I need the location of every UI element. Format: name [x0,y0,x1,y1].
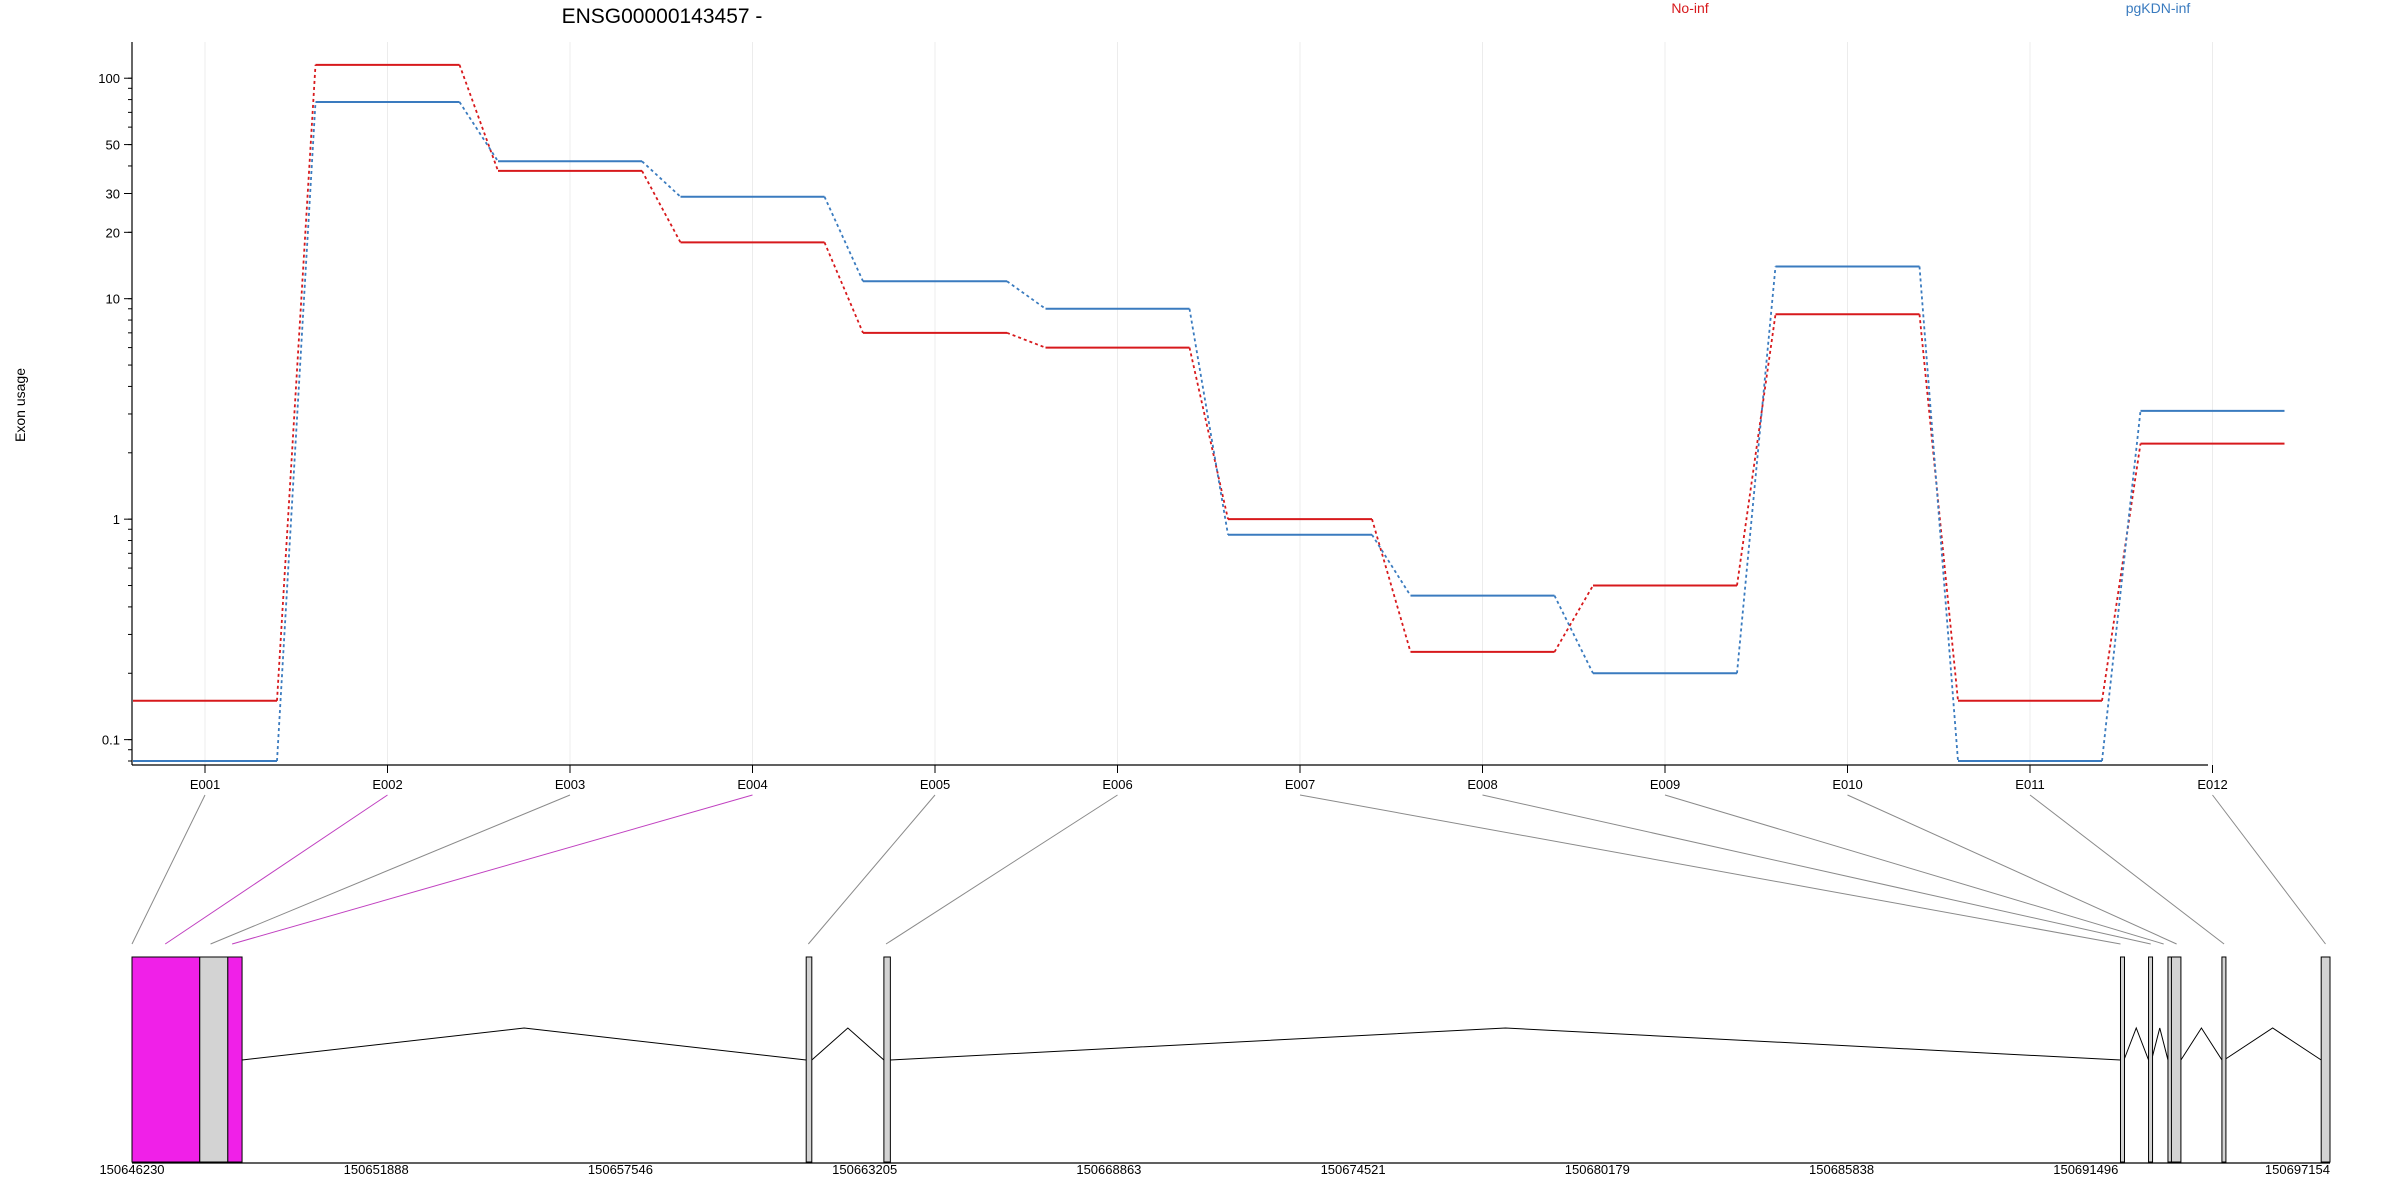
intron [890,1027,2121,1061]
exon-E006 [2119,956,2125,1163]
x-tick-label-E001: E001 [190,777,220,792]
x-axis: E001 E002 E003 E004 E005 E006 E007 E008 E009 E010… [132,764,2228,792]
y-tick-label: 20 [106,225,120,240]
series-link [1736,314,1777,586]
coordinate-label: 150651888 [344,1162,409,1177]
series-link [823,242,864,334]
series-link [1736,266,1777,674]
series-No-inf [133,63,2285,702]
series-link [641,160,682,198]
x-tick-label-E004: E004 [737,777,767,792]
connector-E005 [807,794,936,945]
y-tick-label: 100 [98,71,120,86]
x-tick-label-E005: E005 [920,777,950,792]
series-link [1918,266,1959,762]
connector-E002 [164,794,388,945]
exon-E007 [2148,956,2154,1163]
coordinate-label: 150657546 [588,1162,653,1177]
intron [2151,1027,2169,1061]
y-axis-label: Exon usage [12,368,28,442]
connector-E011 [2029,794,2225,945]
series-link [458,101,499,162]
connector-E012 [2212,794,2326,945]
series-link [1188,347,1229,520]
y-tick-label: 50 [106,138,120,153]
intron [2123,1026,2150,1061]
x-tick-label-E003: E003 [555,777,585,792]
connector-E008 [1482,794,2151,945]
y-tick-label: 10 [106,292,120,307]
series-layer [133,63,2285,762]
coordinate-label: 150646230 [99,1162,164,1177]
connector-E007 [1299,794,2121,945]
x-tick-label-E012: E012 [2197,777,2227,792]
x-tick-label-E008: E008 [1467,777,1497,792]
series-link [458,64,499,172]
coordinate-label: 150685838 [1809,1162,1874,1177]
x-tick-label-E010: E010 [1832,777,1862,792]
series-link [2101,410,2142,762]
coordinate-label: 150674521 [1321,1162,1386,1177]
exon-E010 [2221,956,2227,1163]
y-axis: 0.1 1 10 20 30 50 100 [98,42,133,765]
y-tick-label: 1 [113,512,120,527]
x-tick-label-E006: E006 [1102,777,1132,792]
intron [242,1027,807,1061]
connector-E010 [1847,794,2177,945]
x-tick-label-E009: E009 [1650,777,1680,792]
series-link [1371,534,1412,597]
series-link [1188,308,1229,535]
series-link [1553,595,1594,674]
series-link [276,64,317,701]
series-link [276,101,317,762]
series-link [641,170,682,243]
series-pgKDN-inf [133,101,2285,762]
x-tick-label-E002: E002 [372,777,402,792]
x-tick-label-E011: E011 [2015,777,2044,792]
exon-E005 [883,956,891,1163]
connector-E004 [231,794,753,945]
y-tick-label: 0.1 [102,733,120,748]
connector-E009 [1664,794,2164,945]
exon-E001 [131,956,201,1163]
connector-E003 [210,794,571,945]
exon-E009 [2170,956,2182,1163]
coordinate-label: 150691496 [2053,1162,2118,1177]
series-link [1371,518,1412,653]
exon-E002 [199,956,229,1163]
intron [2180,1027,2223,1061]
exon-E004 [805,956,813,1163]
intron [2223,1027,2322,1061]
series-link [823,196,864,282]
coordinate-label: 150680179 [1565,1162,1630,1177]
legend: No-inf pgKDN-inf [1671,0,2190,16]
series-link [1006,280,1047,310]
connector-E001 [131,794,206,945]
exon-connectors [131,794,2326,945]
gene-model: 150646230 150651888 150657546 150663205 1506… [99,956,2331,1177]
legend-No-inf: No-inf [1671,0,1708,16]
coordinate-label: 150668863 [1076,1162,1141,1177]
y-tick-label: 30 [106,186,120,201]
coordinate-label: 150663205 [832,1162,897,1177]
series-link [1553,585,1594,653]
exon-E011 [2320,956,2331,1163]
coordinate-label: 150697154 [2265,1162,2330,1177]
series-link [1006,332,1046,349]
intron [811,1027,885,1061]
series-link [2101,443,2142,701]
x-tick-label-E007: E007 [1285,777,1315,792]
exon-E003 [227,956,243,1163]
legend-pgKDN-inf: pgKDN-inf [2126,0,2191,16]
chart-title: ENSG00000143457 - [562,5,763,28]
connector-E006 [885,794,1118,945]
gridlines [204,42,2213,765]
